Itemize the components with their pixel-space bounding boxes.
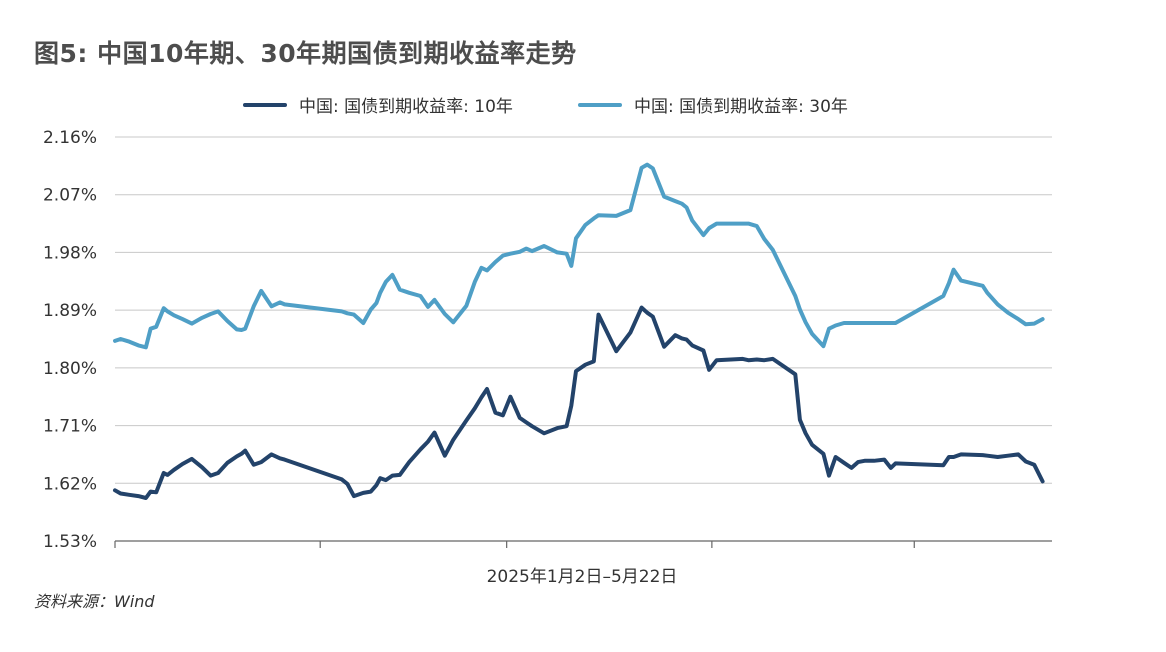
y-tick-label: 1.71% xyxy=(43,417,97,437)
legend-item-10y: 中国: 国债到期收益率: 10年 xyxy=(243,92,513,117)
y-tick-label: 1.98% xyxy=(43,243,97,263)
series-line-10y xyxy=(113,305,1045,500)
chart-title: 图5: 中国10年期、30年期国债到期收益率走势 xyxy=(34,39,577,68)
legend-label-30y: 中国: 国债到期收益率: 30年 xyxy=(634,97,848,117)
legend-item-30y: 中国: 国债到期收益率: 30年 xyxy=(578,92,848,117)
source-note: 资料来源：Wind xyxy=(34,592,155,611)
x-axis-label: 2025年1月2日–5月22日 xyxy=(487,567,678,587)
series-line-30y xyxy=(113,162,1045,350)
legend: 中国: 国债到期收益率: 10年 中国: 国债到期收益率: 30年 xyxy=(0,92,1166,117)
series-lines xyxy=(113,162,1045,500)
y-tick-label: 1.53% xyxy=(43,532,97,552)
legend-swatch-30y xyxy=(578,102,622,107)
y-tick-label: 1.80% xyxy=(43,359,97,379)
y-tick-label: 1.89% xyxy=(43,301,97,321)
y-tick-label: 2.07% xyxy=(43,186,97,206)
y-tick-label: 2.16% xyxy=(43,128,97,148)
legend-swatch-10y xyxy=(243,102,287,107)
y-tick-label: 1.62% xyxy=(43,474,97,494)
legend-label-10y: 中国: 国债到期收益率: 10年 xyxy=(299,97,513,117)
y-axis-ticks: 2.16% 2.07% 1.98% 1.89% 1.80% 1.71% 1.62% 1.53% xyxy=(43,128,97,552)
x-axis xyxy=(114,541,915,548)
grid-lines xyxy=(115,136,1052,542)
